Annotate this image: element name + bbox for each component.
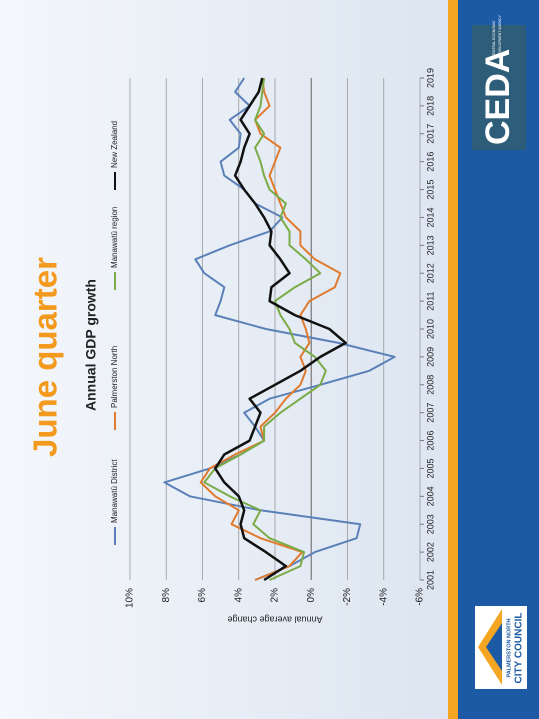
x-tick-label: 2014 [425, 207, 435, 227]
logo-text: PALMERSTON NORTH [506, 618, 512, 677]
x-tick-label: 2016 [425, 152, 435, 172]
x-tick-label: 2009 [425, 347, 435, 367]
x-tick-label: 2008 [425, 375, 435, 395]
x-tick-label: 2018 [425, 96, 435, 116]
orange-stripe [448, 0, 458, 719]
legend-label: Manawatū region [110, 207, 119, 268]
x-tick-label: 2003 [425, 514, 435, 534]
x-tick-label: 2006 [425, 431, 435, 451]
y-axis-label: Annual average change [227, 615, 322, 625]
x-tick-label: 2002 [425, 542, 435, 562]
x-tick-label: 2017 [425, 124, 435, 144]
x-tick-label: 2001 [425, 570, 435, 590]
y-tick-label: -2% [342, 588, 353, 606]
ceda-logo: CEDA CENTRAL ECONOMIC DEVELOPMENT AGENCY [472, 14, 526, 150]
series-line [199, 77, 342, 581]
series-line [213, 77, 347, 582]
series-line [203, 77, 327, 581]
y-tick-label: 0% [306, 588, 317, 603]
council-logo: PALMERSTON NORTH CITY COUNCIL [473, 604, 529, 691]
logo-text: DEVELOPMENT AGENCY [498, 14, 502, 57]
logo-text: CENTRAL ECONOMIC [492, 20, 496, 57]
logo-box [472, 25, 526, 150]
legend-label: Palmerston North [110, 346, 119, 408]
y-tick-label: -4% [378, 588, 389, 606]
y-tick-label: 2% [270, 588, 281, 603]
x-tick-label: 2007 [425, 403, 435, 423]
x-tick-label: 2011 [425, 291, 435, 310]
blue-band [458, 0, 539, 719]
x-tick-label: 2004 [425, 486, 435, 506]
x-tick-label: 2015 [425, 180, 435, 200]
y-tick-label: 8% [161, 588, 172, 603]
series-line [163, 77, 396, 581]
x-tick-label: 2005 [425, 458, 435, 478]
x-tick-label: 2013 [425, 235, 435, 255]
chart-title: Annual GDP growth [83, 279, 99, 411]
logo-graphic [486, 623, 502, 671]
y-tick-label: -6% [415, 588, 426, 606]
background [0, 0, 448, 719]
logo-text: CITY COUNCIL [514, 613, 525, 684]
y-tick-label: 6% [197, 588, 208, 603]
legend-label: New Zealand [110, 121, 119, 168]
legend-label: Manawatū District [110, 459, 119, 523]
y-tick-label: 4% [233, 588, 244, 603]
logo-text: CEDA [479, 49, 517, 145]
slide-heading: June quarter [27, 257, 64, 457]
x-tick-label: 2010 [425, 319, 435, 339]
y-tick-label: 10% [125, 588, 136, 608]
x-tick-label: 2019 [425, 68, 435, 88]
x-tick-label: 2012 [425, 263, 435, 283]
